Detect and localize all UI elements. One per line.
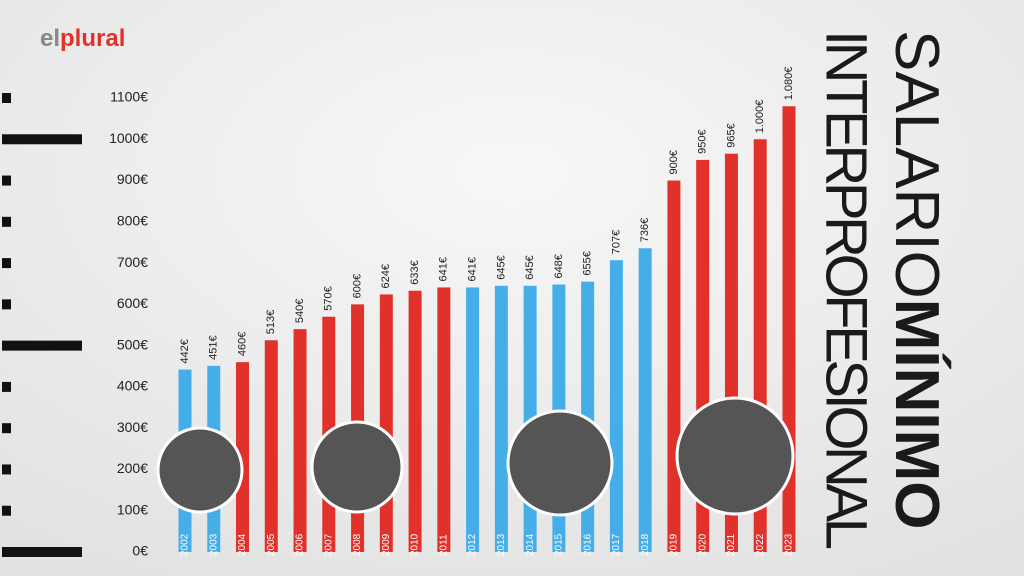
tick-mark: [2, 216, 11, 227]
tick-mark: [2, 258, 11, 269]
x-tick-label: 2018: [640, 533, 651, 556]
x-tick-label: 2004: [237, 533, 248, 556]
x-tick-label: 2006: [295, 533, 306, 556]
y-tick-label: 800€: [117, 213, 148, 229]
value-label: 900€: [668, 150, 680, 174]
x-tick-label: 2007: [323, 533, 334, 556]
bar: [638, 248, 652, 552]
y-tick-label: 700€: [117, 254, 148, 270]
value-label: 736€: [639, 218, 651, 242]
value-label: 645€: [495, 255, 507, 279]
y-tick-label: 1100€: [110, 89, 148, 105]
value-label: 965€: [725, 123, 737, 147]
x-tick-label: 2019: [669, 533, 680, 556]
y-tick-label: 1000€: [109, 130, 148, 146]
x-tick-label: 2017: [611, 533, 622, 556]
value-label: 540€: [294, 299, 306, 323]
x-tick-label: 2003: [208, 533, 219, 556]
tick-mark: [2, 134, 82, 145]
value-label: 641€: [467, 257, 479, 281]
portrait: [310, 420, 404, 514]
x-tick-label: 2002: [180, 533, 191, 556]
bar: [437, 287, 451, 552]
portraits: [156, 396, 795, 517]
x-tick-label: 2010: [410, 533, 421, 556]
value-label: 442€: [179, 339, 191, 363]
bar: [667, 180, 681, 552]
x-tick-label: 2012: [467, 533, 478, 556]
y-tick-label: 300€: [117, 419, 148, 435]
value-label: 570€: [323, 286, 335, 310]
x-tick-label: 2009: [381, 533, 392, 556]
value-label: 624€: [380, 264, 392, 288]
portrait: [156, 426, 244, 514]
tick-mark: [2, 464, 11, 475]
x-tick-label: 2020: [697, 533, 708, 556]
tick-mark: [2, 547, 82, 557]
tick-mark: [2, 175, 11, 186]
y-tick-label: 100€: [117, 501, 148, 517]
chart-title: SALARIOMÍNIMO: [882, 30, 951, 530]
tick-mark: [2, 93, 11, 103]
bar: [236, 362, 250, 552]
y-tick-label: 400€: [117, 378, 148, 394]
x-tick-label: 2008: [352, 533, 363, 556]
bar: [609, 260, 623, 552]
x-tick-label: 2016: [582, 533, 593, 556]
bar: [264, 340, 278, 552]
value-label: 633€: [409, 260, 421, 284]
bar: [494, 285, 508, 552]
x-tick-label: 2022: [755, 533, 766, 556]
x-tick-label: 2014: [525, 533, 536, 556]
y-tick-label: 0€: [132, 543, 148, 559]
x-tick-label: 2013: [496, 533, 507, 556]
bar: [293, 329, 307, 552]
value-label: 648€: [553, 254, 565, 278]
value-label: 1.000€: [754, 100, 766, 134]
value-label: 655€: [582, 251, 594, 275]
value-label: 1.080€: [783, 67, 795, 101]
y-tick-label: 500€: [117, 336, 148, 352]
x-tick-label: 2005: [266, 533, 277, 556]
x-tick-label: 2023: [784, 533, 795, 556]
y-tick-label: 900€: [117, 171, 148, 187]
tick-mark: [2, 505, 11, 516]
value-label: 641€: [438, 257, 450, 281]
value-label: 707€: [610, 230, 622, 254]
x-tick-label: 2011: [438, 534, 449, 556]
value-label: 645€: [524, 255, 536, 279]
title-part: SALARIO: [882, 30, 951, 299]
title-part: MÍNIMO: [882, 299, 951, 530]
tick-mark: [2, 423, 11, 434]
bar: [408, 290, 422, 552]
logo-part: plural: [60, 25, 125, 52]
chart-subtitle: INTERPROFESIONAL: [814, 30, 879, 550]
bar: [466, 287, 480, 552]
tick-mark: [2, 340, 82, 351]
x-tick-label: 2021: [726, 533, 737, 556]
value-label: 460€: [236, 332, 248, 356]
portrait: [675, 396, 795, 516]
y-tick-label: 600€: [117, 295, 148, 311]
logo: elplural: [40, 25, 125, 52]
portrait: [506, 409, 614, 517]
logo-part: el: [40, 25, 60, 52]
y-tick-label: 200€: [117, 460, 148, 476]
tick-mark: [2, 299, 11, 310]
value-label: 451€: [208, 335, 220, 359]
value-label: 950€: [697, 129, 709, 153]
bar: [379, 294, 393, 552]
x-tick-label: 2015: [554, 533, 565, 556]
value-label: 513€: [265, 310, 277, 334]
tick-mark: [2, 381, 11, 392]
value-label: 600€: [351, 274, 363, 298]
